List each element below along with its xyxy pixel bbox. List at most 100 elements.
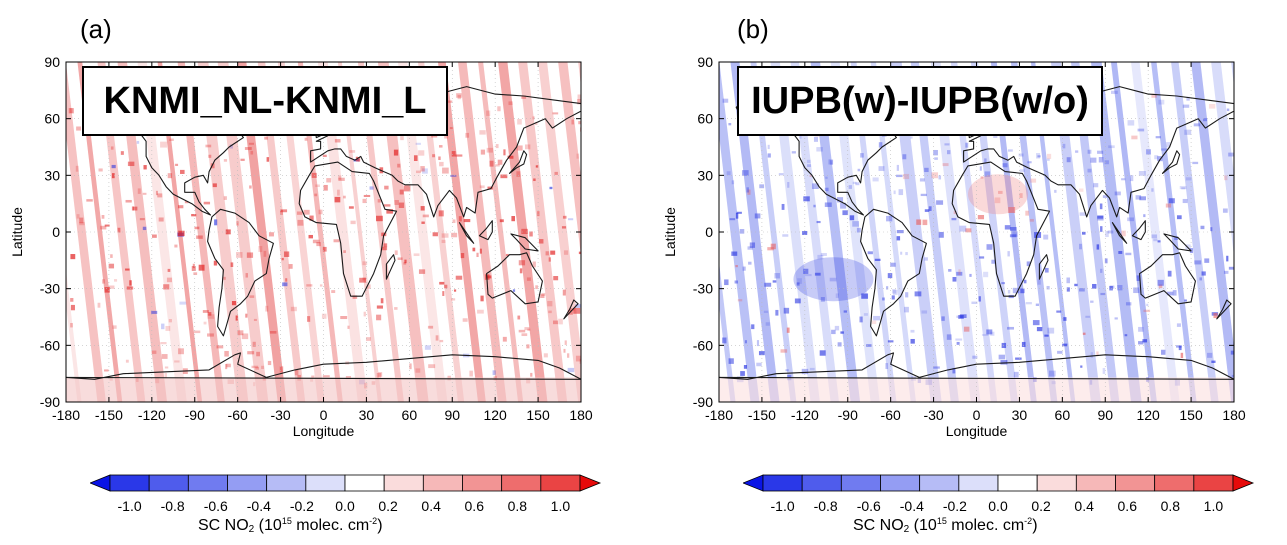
swath-stripe bbox=[598, 62, 640, 402]
swath-stripe bbox=[1231, 62, 1234, 87]
speckle bbox=[1081, 231, 1086, 235]
speckle bbox=[495, 144, 499, 149]
speckle bbox=[548, 257, 551, 262]
speckle bbox=[235, 315, 238, 321]
speckle bbox=[861, 293, 869, 299]
speckle bbox=[465, 132, 470, 138]
speckle bbox=[359, 277, 366, 283]
speckle bbox=[1146, 149, 1151, 155]
speckle bbox=[157, 193, 163, 198]
speckle bbox=[1138, 326, 1144, 332]
speckle bbox=[164, 366, 169, 369]
speckle bbox=[457, 95, 462, 100]
swath-stripe bbox=[357, 62, 404, 402]
speckle bbox=[131, 206, 134, 211]
speckle bbox=[1100, 268, 1103, 273]
x-tick-label: -30 bbox=[923, 407, 943, 423]
speckle bbox=[104, 287, 110, 293]
speckle bbox=[399, 189, 404, 195]
speckle bbox=[785, 369, 789, 372]
speckle bbox=[177, 230, 185, 237]
speckle bbox=[735, 212, 739, 219]
speckle bbox=[255, 366, 260, 370]
speckle bbox=[321, 313, 327, 319]
speckle bbox=[886, 286, 889, 290]
speckle bbox=[250, 150, 254, 155]
colorbar-tick-label: 0.4 bbox=[1074, 498, 1094, 514]
coastline bbox=[1038, 254, 1049, 280]
speckle bbox=[1154, 155, 1159, 160]
speckle bbox=[151, 310, 158, 314]
speckle bbox=[245, 313, 248, 318]
speckle bbox=[1186, 96, 1190, 101]
speckle bbox=[887, 273, 893, 279]
speckle bbox=[886, 215, 893, 222]
colorbar-box bbox=[109, 474, 150, 492]
swath-stripe bbox=[850, 62, 897, 402]
speckle bbox=[267, 360, 272, 366]
speckle bbox=[806, 159, 811, 163]
y-tick-label: 30 bbox=[44, 167, 60, 183]
colorbar-max-arrow bbox=[579, 474, 602, 492]
speckle bbox=[480, 295, 484, 302]
speckle bbox=[112, 325, 117, 329]
swath-stripe bbox=[417, 62, 465, 402]
y-tick-label: -30 bbox=[693, 281, 713, 297]
speckle bbox=[111, 173, 115, 179]
speckle bbox=[1009, 234, 1017, 238]
speckle bbox=[1157, 156, 1163, 162]
speckle bbox=[1002, 163, 1008, 168]
panel-title: KNMI_NL-KNMI_L bbox=[82, 66, 448, 136]
speckle bbox=[268, 232, 274, 237]
swath-stripe bbox=[1010, 62, 1058, 402]
colorbar-label-exponent: 15 bbox=[936, 516, 947, 526]
speckle bbox=[178, 348, 184, 355]
speckle bbox=[812, 183, 819, 189]
speckle bbox=[1125, 252, 1132, 256]
speckle bbox=[791, 151, 796, 154]
speckle bbox=[837, 342, 842, 347]
y-tick-label: -30 bbox=[40, 281, 60, 297]
speckle bbox=[362, 198, 367, 204]
colorbar-box bbox=[1036, 474, 1077, 492]
colorbar-box bbox=[266, 474, 307, 492]
speckle bbox=[1009, 227, 1017, 231]
speckle bbox=[1182, 198, 1188, 204]
swath-stripe bbox=[1151, 62, 1197, 402]
speckle bbox=[561, 226, 567, 229]
speckle bbox=[303, 209, 310, 215]
speckle bbox=[802, 231, 808, 235]
speckle bbox=[820, 253, 827, 256]
colorbar: -1.0 -0.8 -0.6 -0.4 -0.2 0.0 0.2 0.4 0.6 0.8 1.0 bbox=[743, 474, 1255, 514]
speckle bbox=[439, 281, 445, 285]
speckle bbox=[1142, 339, 1148, 343]
speckle bbox=[446, 100, 453, 103]
speckle bbox=[924, 209, 930, 212]
x-tick-label: -180 bbox=[52, 407, 80, 423]
speckle bbox=[194, 226, 200, 230]
speckle bbox=[1172, 290, 1177, 296]
swath-stripe bbox=[297, 62, 343, 402]
speckle bbox=[521, 95, 527, 99]
speckle bbox=[933, 149, 938, 156]
speckle bbox=[304, 137, 308, 141]
speckle bbox=[553, 320, 558, 325]
speckle bbox=[1007, 149, 1013, 152]
speckle bbox=[979, 256, 985, 259]
speckle bbox=[269, 330, 277, 334]
speckle bbox=[885, 363, 889, 369]
speckle bbox=[1025, 210, 1030, 216]
speckle bbox=[125, 199, 132, 203]
speckle bbox=[1137, 128, 1145, 132]
x-tick-label: -60 bbox=[228, 407, 248, 423]
speckle bbox=[977, 214, 985, 220]
speckle bbox=[579, 358, 581, 364]
speckle bbox=[376, 314, 382, 321]
speckle bbox=[1127, 217, 1134, 222]
speckle bbox=[340, 316, 348, 320]
speckle bbox=[460, 253, 465, 259]
speckle bbox=[502, 336, 507, 342]
x-tick-label: -150 bbox=[95, 407, 123, 423]
speckle bbox=[825, 176, 828, 179]
colorbar-label-unit-exponent: -2 bbox=[369, 516, 378, 526]
